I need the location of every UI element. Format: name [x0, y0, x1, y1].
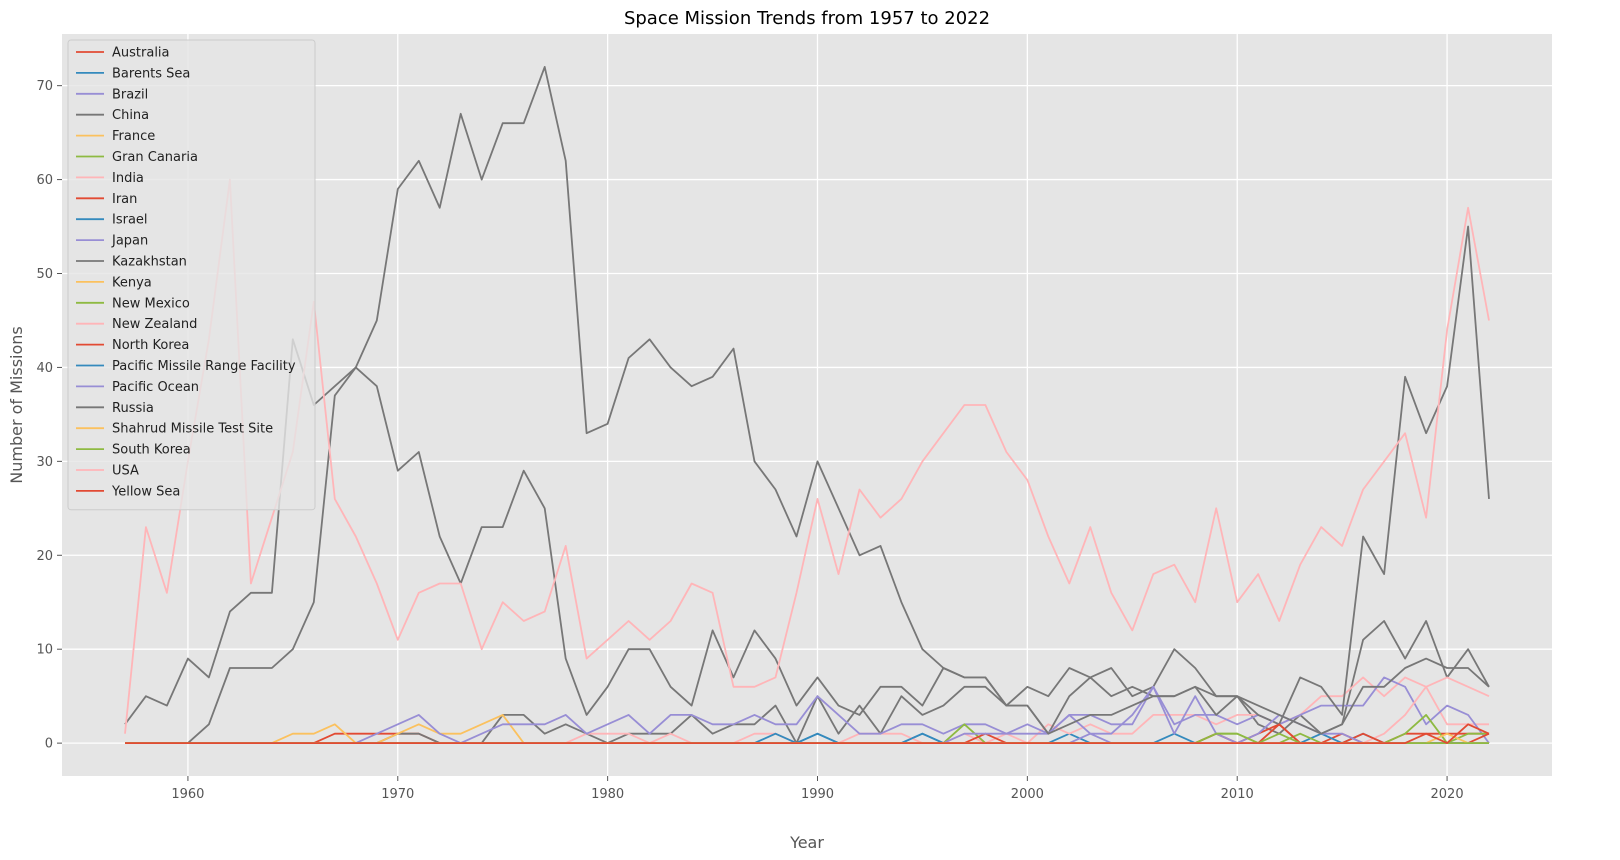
legend-entry: Brazil: [112, 87, 148, 102]
series-line-10: [124, 225, 1490, 735]
legend-entry: USA: [112, 464, 139, 479]
x-axis-ticks: 1960 1970 1980 1990 2000 2010 2020: [171, 776, 1464, 802]
legend-entry: India: [112, 171, 144, 186]
legend-entry: Iran: [112, 192, 137, 207]
legend: Australia Barents Sea Brazil China France Gra…: [67, 39, 316, 511]
x-tick-label: 2020: [1431, 787, 1464, 802]
legend-entry: Gran Canaria: [112, 150, 198, 165]
legend-entry: Pacific Ocean: [112, 380, 199, 395]
legend-entry: Russia: [112, 401, 154, 416]
legend-entry: New Zealand: [112, 317, 197, 332]
legend-entry: New Mexico: [112, 296, 190, 311]
x-tick-label: 2010: [1221, 787, 1254, 802]
series-line-20: [124, 178, 1490, 734]
legend-entry: Kenya: [112, 275, 152, 290]
legend-entry: Barents Sea: [112, 66, 190, 81]
series-line-17: [125, 66, 1490, 744]
series-line-21: [125, 723, 1490, 744]
legend-entry: Japan: [111, 234, 148, 249]
legend-entry: Kazakhstan: [112, 255, 187, 270]
y-axis-label: Number of Missions: [7, 326, 26, 484]
legend-box: [67, 39, 316, 511]
legend-entry: France: [112, 129, 155, 144]
legend-entry: South Korea: [112, 443, 191, 458]
y-tick-label: 40: [36, 361, 53, 376]
x-tick-label: 1980: [591, 787, 624, 802]
x-tick-label: 1960: [171, 787, 204, 802]
x-axis-label: Year: [789, 833, 824, 852]
y-tick-label: 10: [36, 643, 53, 658]
legend-entry: Shahrud Missile Test Site: [112, 422, 273, 437]
y-tick-label: 0: [45, 737, 53, 752]
legend-entry: Israel: [112, 213, 148, 228]
chart-title: Space Mission Trends from 1957 to 2022: [624, 8, 990, 29]
legend-entry: China: [112, 108, 149, 123]
legend-entry: North Korea: [112, 338, 189, 353]
x-tick-label: 1990: [801, 787, 834, 802]
legend-entry: Yellow Sea: [111, 484, 180, 499]
legend-entry: Pacific Missile Range Facility: [112, 359, 296, 374]
y-tick-label: 50: [36, 267, 53, 282]
series-lines: [124, 66, 1490, 744]
y-tick-label: 20: [36, 549, 53, 564]
x-tick-label: 2000: [1011, 787, 1044, 802]
y-axis-ticks: 0 10 20 30 40 50 60 70: [36, 79, 62, 752]
y-tick-label: 70: [36, 79, 53, 94]
legend-entry: Australia: [112, 46, 170, 61]
y-tick-label: 60: [36, 173, 53, 188]
x-tick-label: 1970: [381, 787, 414, 802]
y-tick-label: 30: [36, 455, 53, 470]
